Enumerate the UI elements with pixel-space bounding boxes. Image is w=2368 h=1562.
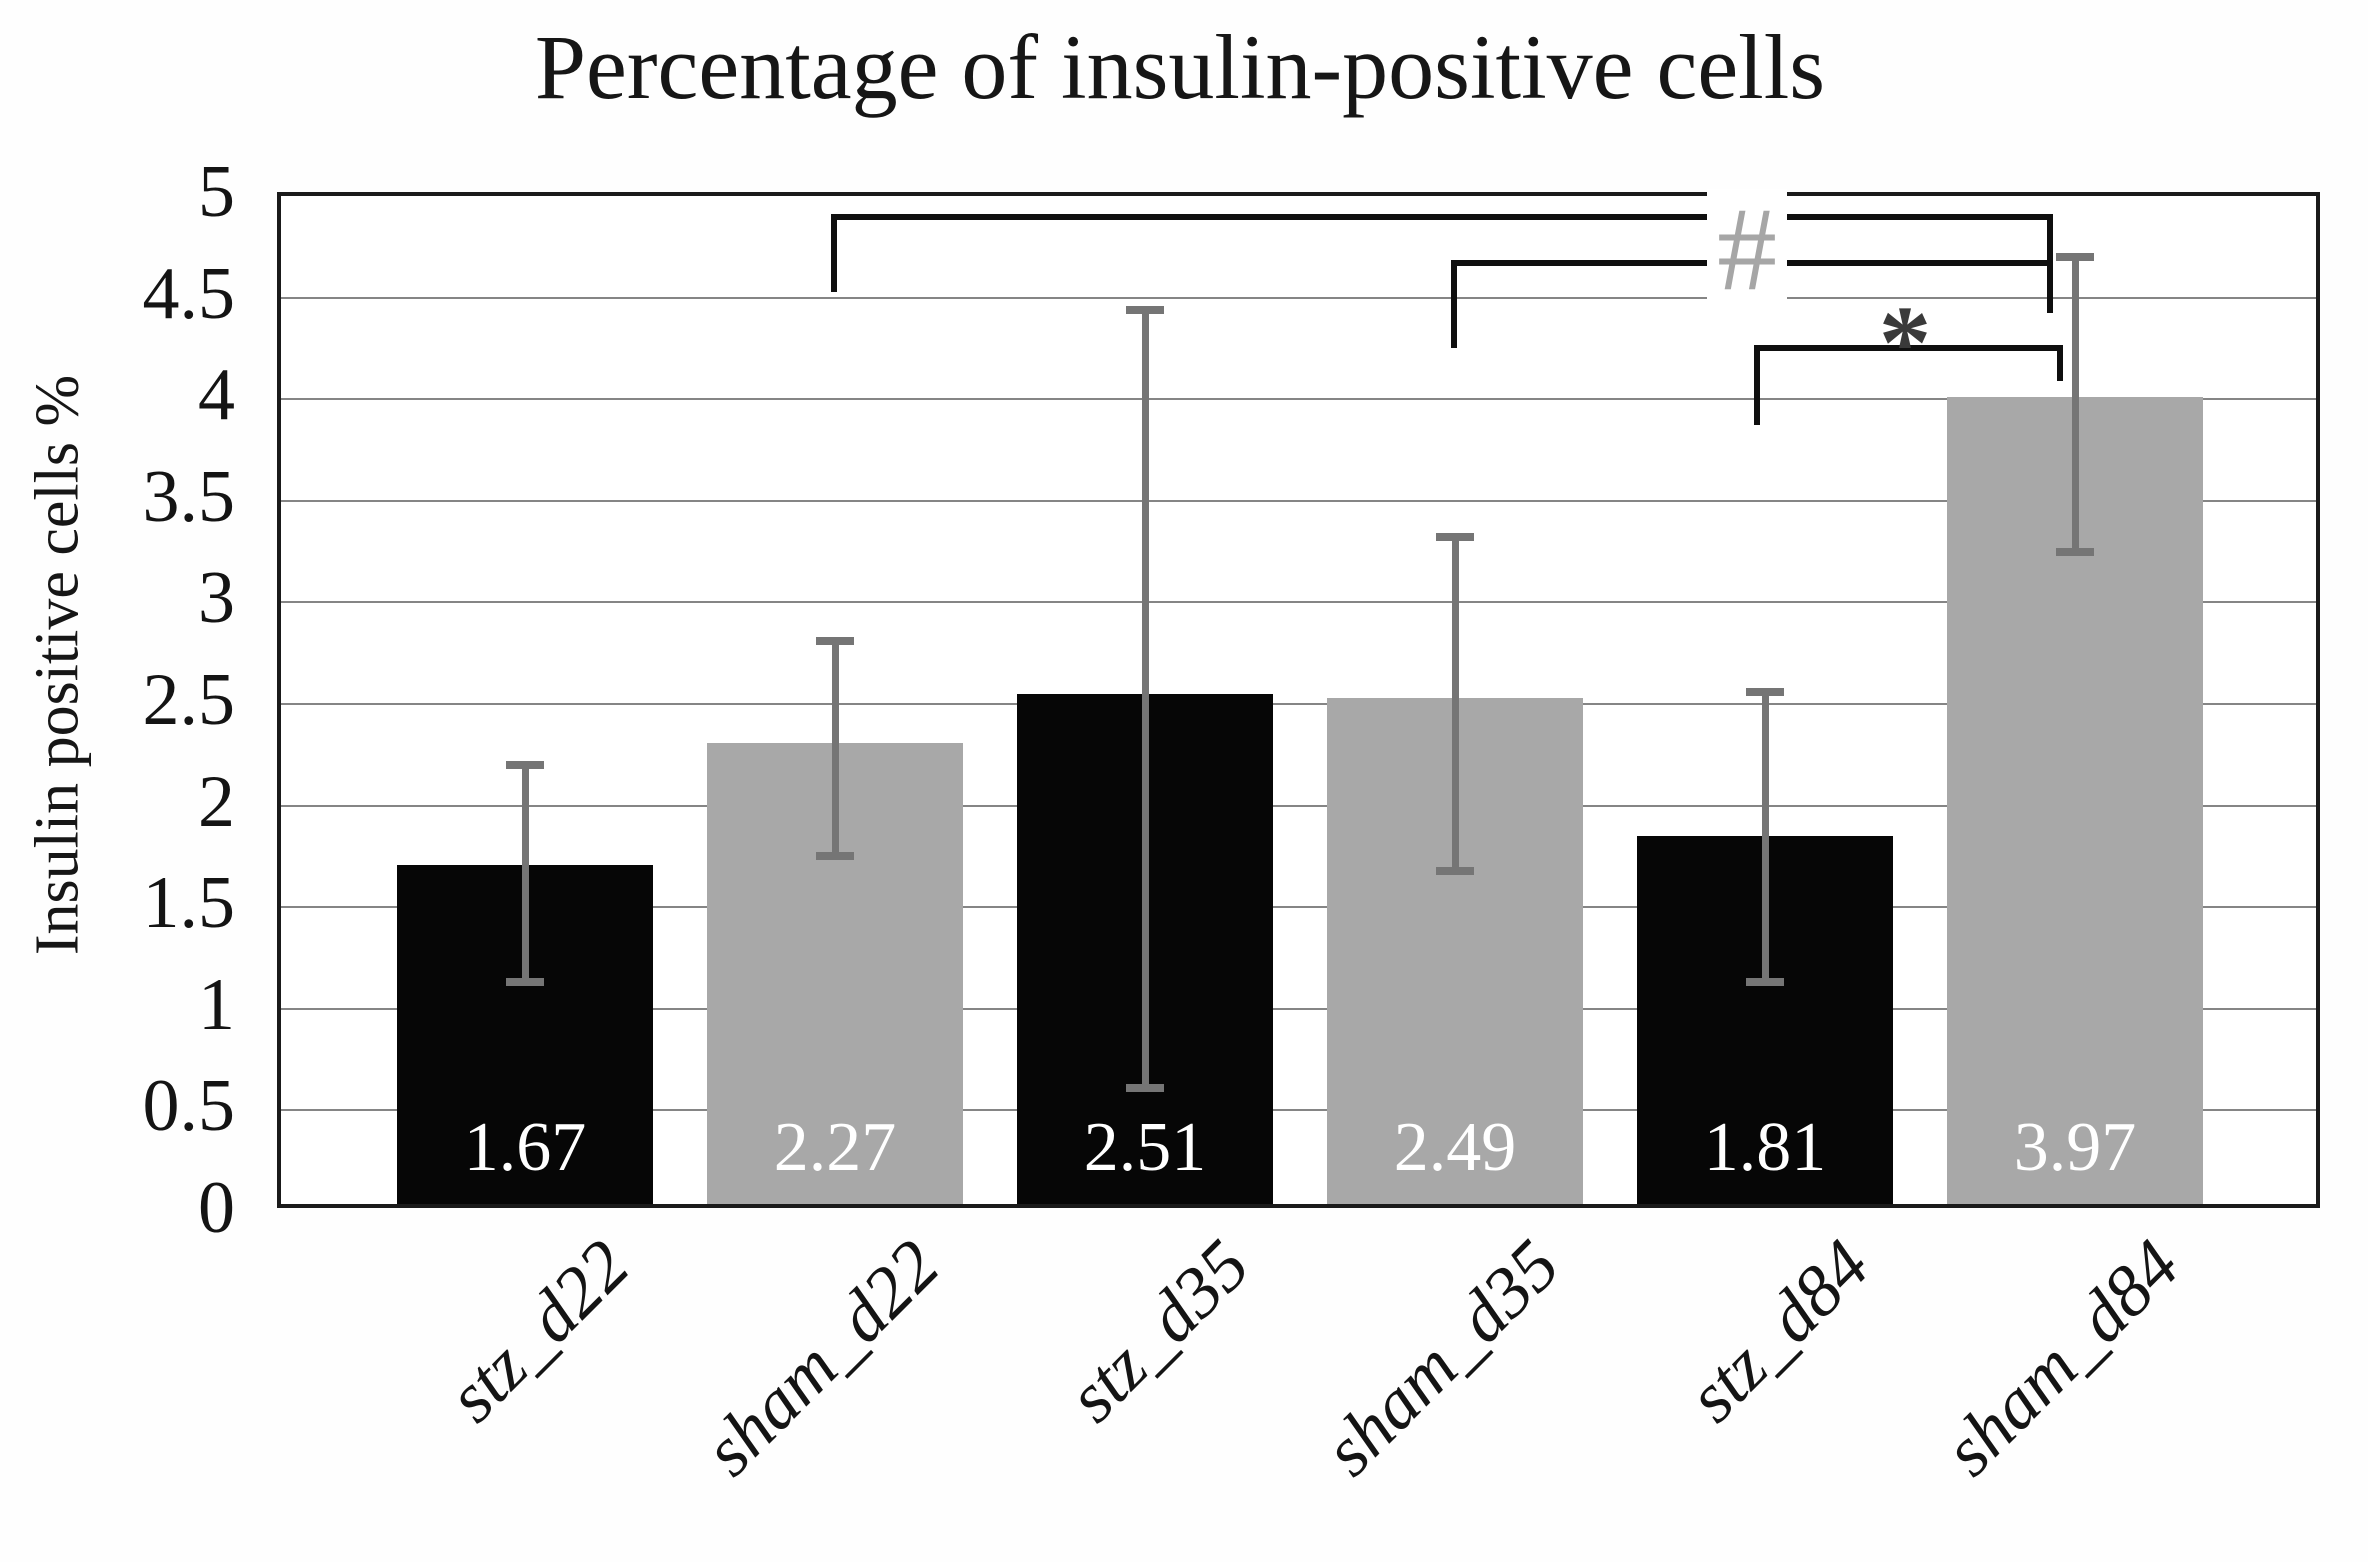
error-bar-stz_d35 (1141, 309, 1149, 1089)
y-tick-label-2: 2 (198, 760, 235, 843)
x-tick-label-stz_d22: stz_d22 (432, 1224, 645, 1437)
error-bar-sham_d35 (1451, 537, 1459, 871)
significance-label-hash: # (1707, 189, 1787, 309)
y-tick-label-1.5: 1.5 (142, 862, 236, 945)
bar-value-label-sham_d35: 2.49 (1393, 1109, 1517, 1186)
error-bar-cap (1746, 687, 1784, 696)
x-tick-label-sham_d84: sham_d84 (1928, 1224, 2195, 1491)
y-tick-label-3: 3 (198, 557, 235, 640)
bar-value-label-stz_d84: 1.81 (1703, 1109, 1827, 1186)
y-tick-label-1: 1 (198, 963, 235, 1046)
error-bar-cap (1436, 866, 1474, 875)
significance-bracket-stz_d84-sham_d84 (1754, 345, 2060, 351)
significance-bracket-sham_d22-sham_d84 (831, 214, 837, 292)
y-tick-label-4: 4 (198, 354, 235, 437)
gridline (281, 296, 2316, 299)
significance-label-asterisk: * (1878, 283, 1932, 401)
error-bar-sham_d22 (831, 641, 839, 857)
y-tick-label-4.5: 4.5 (142, 252, 236, 335)
error-bar-cap (2056, 547, 2094, 556)
error-bar-cap (506, 760, 544, 769)
significance-bracket-stz_d84-sham_d84 (2057, 345, 2063, 381)
bar-value-label-sham_d84: 3.97 (2013, 1109, 2137, 1186)
gridline (281, 1109, 2316, 1112)
error-bar-cap (1126, 305, 1164, 314)
error-bar-cap (1126, 1084, 1164, 1093)
y-tick-label-3.5: 3.5 (142, 455, 236, 538)
gridline (281, 906, 2316, 909)
bar-value-label-stz_d35: 2.51 (1083, 1109, 1207, 1186)
error-bar-cap (1746, 978, 1784, 987)
error-bar-stz_d84 (1761, 691, 1769, 983)
significance-bracket-sham_d22-sham_d84 (831, 214, 2050, 220)
gridline (281, 601, 2316, 604)
x-tick-label-sham_d35: sham_d35 (1308, 1224, 1575, 1491)
significance-bracket-stz_d84-sham_d84 (1754, 345, 1760, 425)
x-tick-label-stz_d35: stz_d35 (1052, 1224, 1265, 1437)
chart-title: Percentage of insulin-positive cells (534, 16, 1826, 118)
x-tick-label-stz_d84: stz_d84 (1672, 1224, 1885, 1437)
error-bar-cap (506, 978, 544, 987)
gridline (281, 398, 2316, 401)
y-tick-label-2.5: 2.5 (142, 659, 236, 741)
significance-bracket-sham_d35-sham_d84 (1451, 260, 1457, 348)
error-bar-sham_d84 (2071, 256, 2079, 552)
error-bar-cap (2056, 252, 2094, 261)
error-bar-cap (816, 852, 854, 861)
gridline (281, 499, 2316, 502)
y-tick-label-0: 0 (198, 1167, 235, 1249)
bar-value-label-sham_d22: 2.27 (773, 1109, 897, 1186)
significance-bracket-sham_d35-sham_d84 (2047, 260, 2053, 313)
gridline (281, 804, 2316, 807)
x-tick-label-sham_d22: sham_d22 (688, 1224, 955, 1491)
error-bar-cap (1436, 533, 1474, 542)
plot-area: 1.67 2.27 2.51 2.49 1.81 3.97 (277, 192, 2320, 1208)
bar-value-label-stz_d22: 1.67 (463, 1109, 587, 1186)
gridline (281, 1007, 2316, 1010)
y-tick-label-5: 5 (198, 151, 235, 233)
error-bar-stz_d22 (521, 764, 529, 983)
gridline (281, 703, 2316, 705)
y-tick-label-0.5: 0.5 (142, 1065, 236, 1148)
error-bar-cap (816, 637, 854, 645)
